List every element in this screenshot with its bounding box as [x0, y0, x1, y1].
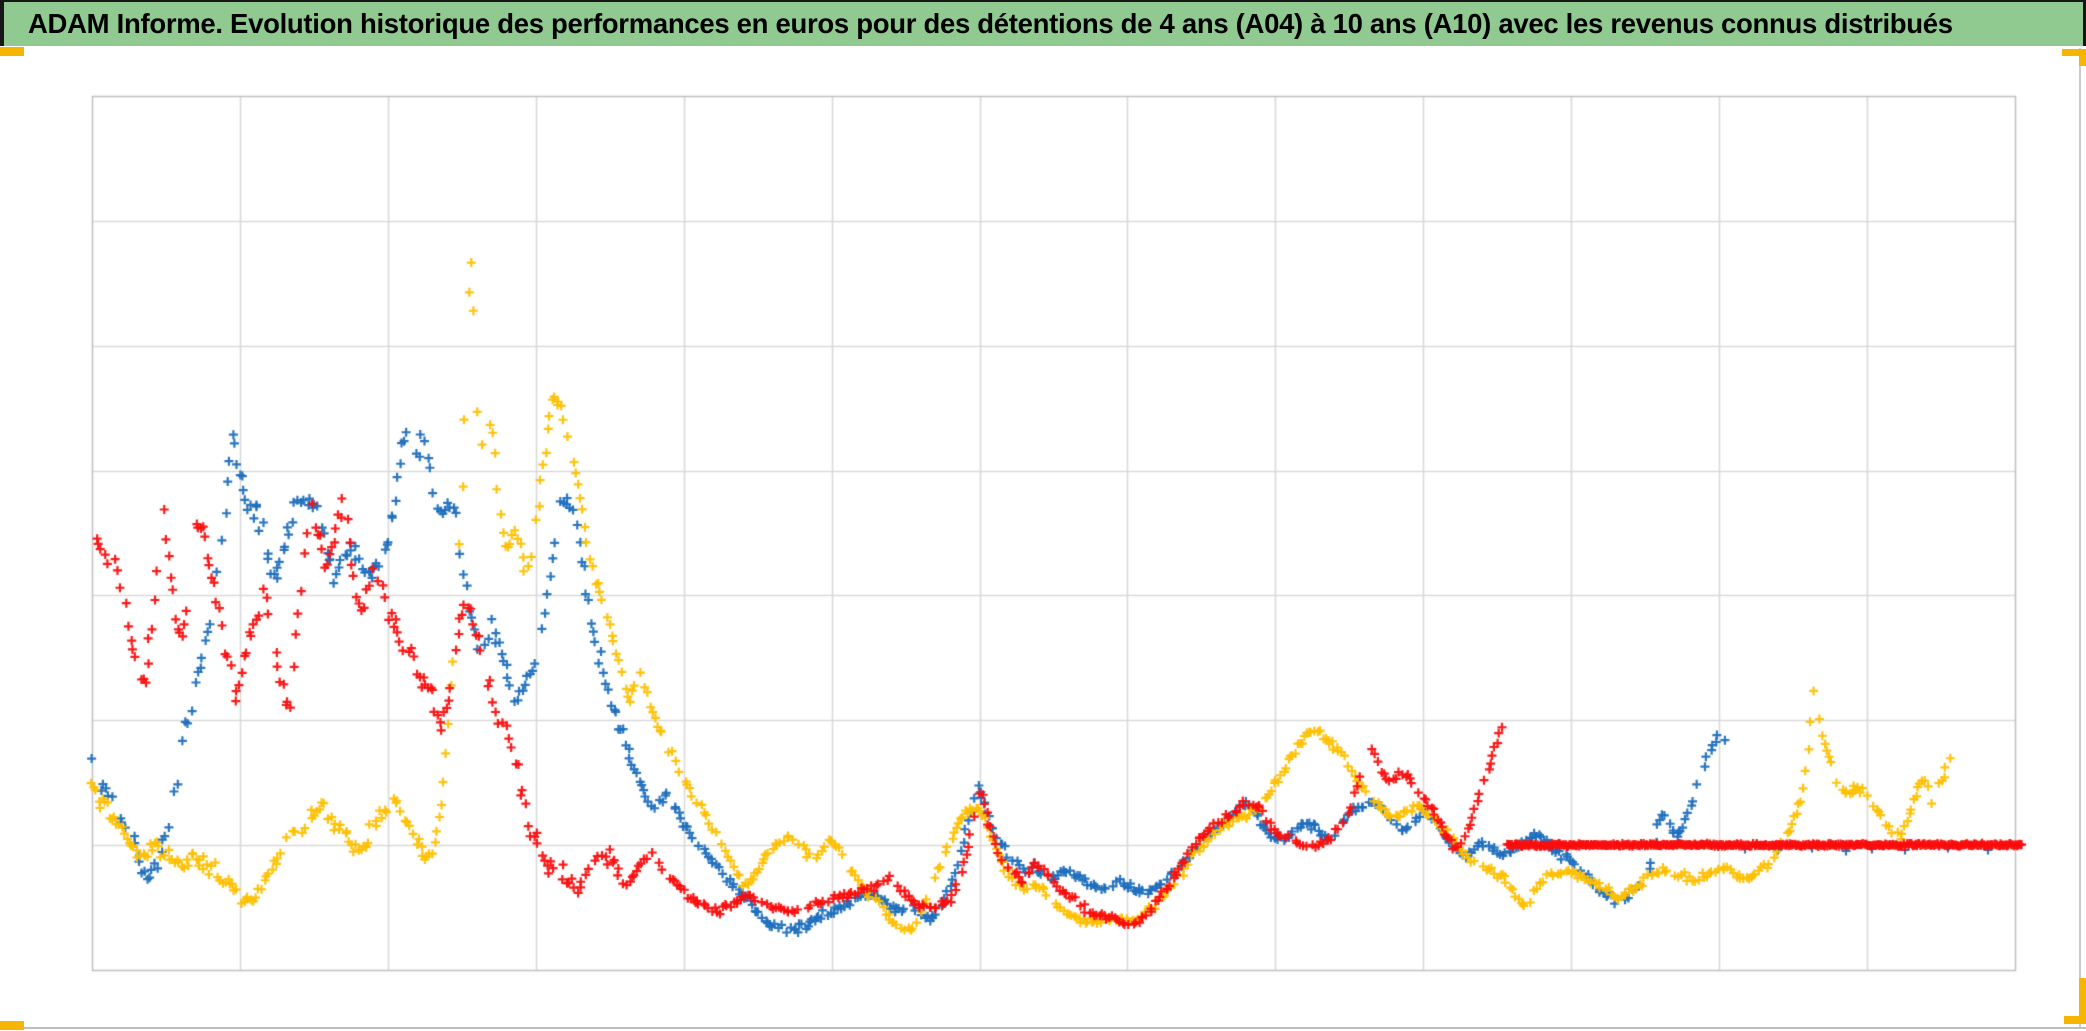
- selection-handle-top-right[interactable]: [2062, 49, 2086, 56]
- chart-title: ADAM Informe. Evolution historique des p…: [28, 8, 1953, 39]
- selection-handle-bottom-left[interactable]: [0, 1021, 24, 1030]
- selection-handle-bottom-right-vertical[interactable]: [2079, 978, 2086, 1024]
- page-edge-bottom: [0, 1027, 2086, 1029]
- selection-handle-top-right-vertical[interactable]: [2079, 49, 2086, 66]
- page-edge-right: [2079, 48, 2081, 1029]
- chart-title-bar[interactable]: ADAM Informe. Evolution historique des p…: [0, 0, 2086, 46]
- selection-handle-bottom-right[interactable]: [2064, 1016, 2086, 1024]
- selection-handle-top-left[interactable]: [0, 47, 24, 56]
